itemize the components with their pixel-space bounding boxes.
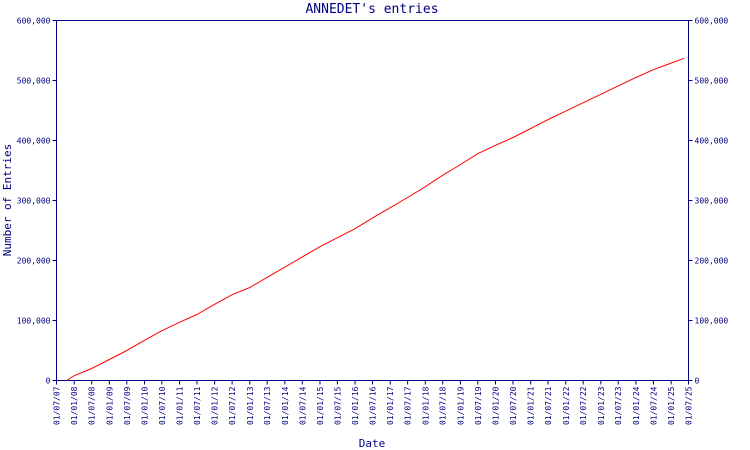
x-tick-label: 01/07/14 bbox=[298, 386, 307, 425]
y-axis-label: Number of Entries bbox=[1, 144, 14, 257]
x-tick-label: 01/01/23 bbox=[597, 386, 606, 425]
y-tick-label-right: 300,000 bbox=[695, 197, 729, 206]
x-axis-label: Date bbox=[359, 437, 386, 450]
x-tick-label: 01/07/07 bbox=[53, 386, 62, 425]
x-tick-label: 01/01/19 bbox=[456, 386, 465, 425]
y-tick-label-left: 500,000 bbox=[17, 77, 51, 86]
x-tick-label: 01/01/09 bbox=[105, 386, 114, 425]
x-tick-label: 01/07/20 bbox=[509, 386, 518, 425]
x-tick-label: 01/07/10 bbox=[158, 386, 167, 425]
y-tick-label-right: 500,000 bbox=[695, 77, 729, 86]
x-tick-label: 01/01/13 bbox=[246, 386, 255, 425]
x-tick-label: 01/01/21 bbox=[527, 386, 536, 425]
x-tick-label: 01/07/25 bbox=[685, 386, 694, 425]
x-tick-label: 01/07/15 bbox=[333, 386, 342, 425]
x-tick-label: 01/01/20 bbox=[491, 386, 500, 425]
x-tick-label: 01/07/13 bbox=[263, 386, 272, 425]
x-tick-label: 01/01/12 bbox=[211, 386, 220, 425]
plot-area bbox=[56, 20, 689, 381]
x-tick-label: 01/01/17 bbox=[386, 386, 395, 425]
x-tick-label: 01/07/09 bbox=[123, 386, 132, 425]
axis-ticks: 0 0 100,000 100,000 200,000 200,000 300,000 300… bbox=[17, 17, 729, 426]
x-tick-label: 01/07/18 bbox=[439, 386, 448, 425]
x-tick-label: 01/01/15 bbox=[316, 386, 325, 425]
x-tick-label: 01/07/17 bbox=[404, 386, 413, 425]
y-tick-label-left: 600,000 bbox=[17, 17, 51, 26]
series-line-0 bbox=[66, 57, 685, 381]
x-tick-label: 01/01/16 bbox=[351, 386, 360, 425]
x-tick-label: 01/07/12 bbox=[228, 386, 237, 425]
y-tick-label-left: 400,000 bbox=[17, 137, 51, 146]
x-tick-label: 01/01/22 bbox=[562, 386, 571, 425]
x-tick-label: 01/07/22 bbox=[579, 386, 588, 425]
y-tick-label-right: 200,000 bbox=[695, 257, 729, 266]
x-tick-label: 01/01/08 bbox=[70, 386, 79, 425]
x-tick-label: 01/07/24 bbox=[649, 386, 658, 425]
chart-title: ANNEDET's entries bbox=[305, 2, 438, 17]
y-tick-label-left: 0 bbox=[46, 377, 51, 386]
x-tick-label: 01/01/11 bbox=[176, 386, 185, 425]
x-tick-label: 01/01/10 bbox=[140, 386, 149, 425]
x-tick-label: 01/01/24 bbox=[632, 386, 641, 425]
y-tick-label-left: 100,000 bbox=[17, 317, 51, 326]
x-tick-label: 01/01/14 bbox=[281, 386, 290, 425]
y-tick-label-left: 200,000 bbox=[17, 257, 51, 266]
y-tick-label-right: 0 bbox=[695, 377, 700, 386]
y-tick-label-right: 400,000 bbox=[695, 137, 729, 146]
x-tick-label: 01/07/08 bbox=[88, 386, 97, 425]
x-tick-label: 01/01/18 bbox=[421, 386, 430, 425]
x-tick-label: 01/07/16 bbox=[369, 386, 378, 425]
x-tick-label: 01/07/19 bbox=[474, 386, 483, 425]
y-tick-label-right: 100,000 bbox=[695, 317, 729, 326]
series-group bbox=[66, 57, 685, 381]
x-tick-label: 01/01/25 bbox=[667, 386, 676, 425]
y-tick-label-right: 600,000 bbox=[695, 17, 729, 26]
x-tick-label: 01/07/21 bbox=[544, 386, 553, 425]
x-tick-label: 01/07/11 bbox=[193, 386, 202, 425]
x-tick-label: 01/07/23 bbox=[614, 386, 623, 425]
y-tick-label-left: 300,000 bbox=[17, 197, 51, 206]
